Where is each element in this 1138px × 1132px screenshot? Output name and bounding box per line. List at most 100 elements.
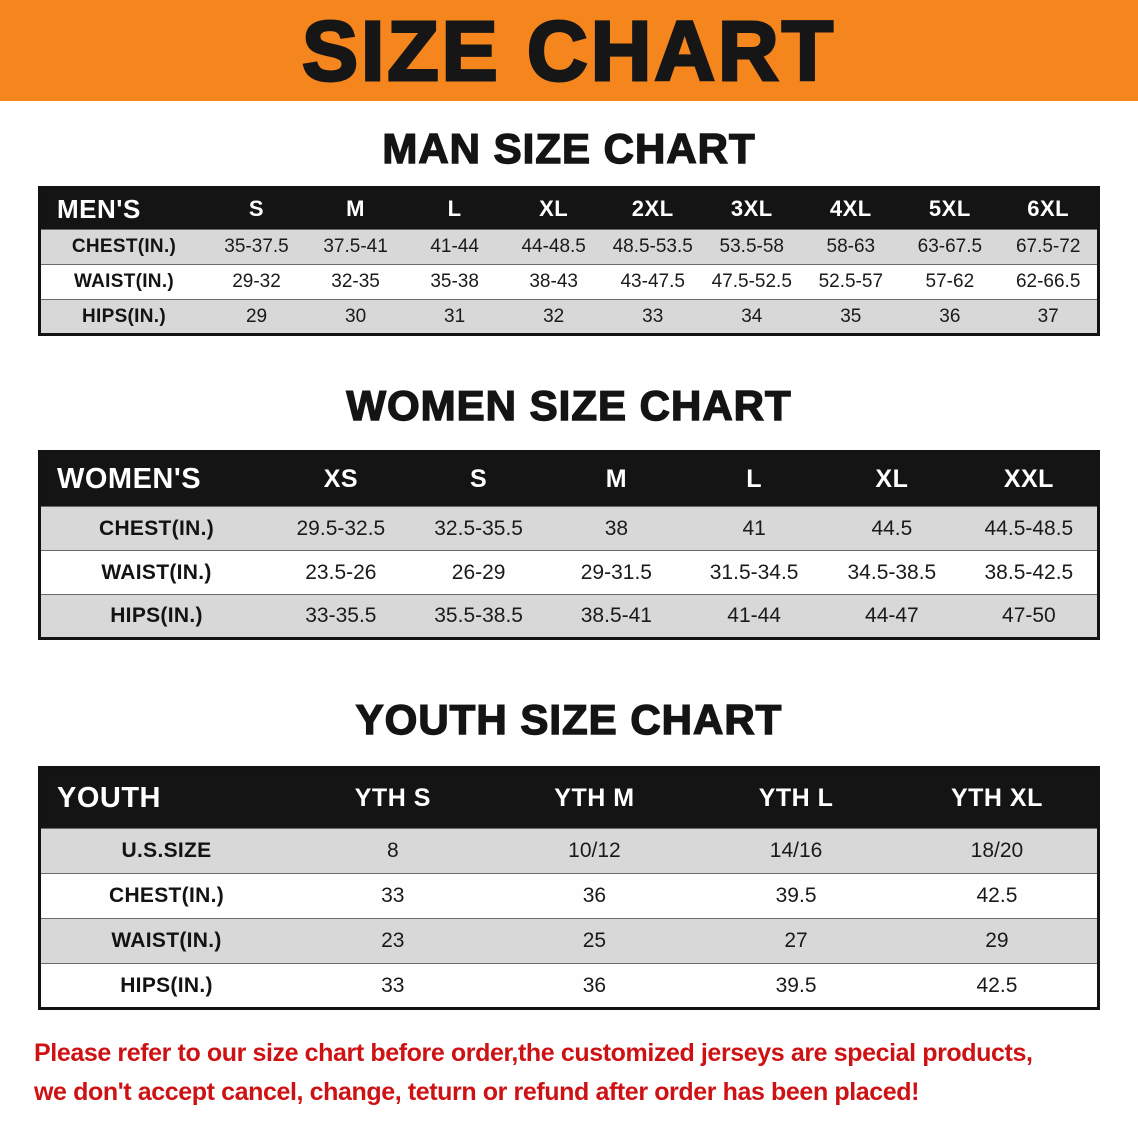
- measurement-value: 23.5-26: [305, 560, 377, 584]
- measurement-value: 33: [642, 305, 664, 327]
- youth-size-table: YOUTH YTH S YTH M YTH L YTH XL U.S.SIZE 8 10/12…: [38, 766, 1100, 1010]
- size-column-header: YTH M: [554, 784, 635, 812]
- size-column-header: L: [447, 196, 462, 221]
- table-title-cell: YOUTH: [57, 782, 161, 814]
- measurement-value: 47.5-52.5: [711, 271, 792, 292]
- section-women: WOMEN SIZE CHART WOMEN'S XS S M L XL XXL CHEST(I…: [0, 381, 1138, 640]
- measurement-value: 27: [784, 929, 808, 952]
- size-column-header: S: [248, 196, 265, 221]
- header-row: MEN'S S M L XL 2XL 3XL 4XL 5XL 6XL: [39, 187, 1099, 230]
- size-column-header: 4XL: [829, 196, 872, 221]
- measurement-value: 44-47: [865, 604, 919, 627]
- measurement-value: 47-50: [1002, 604, 1056, 627]
- measurement-value: 42.5: [976, 884, 1018, 907]
- measurement-value: 35-37.5: [224, 236, 289, 257]
- row-label: CHEST(IN.): [109, 884, 224, 907]
- measurement-value: 31: [444, 305, 466, 327]
- measurement-row: WAIST(IN.) 29-32 32-35 35-38 38-43 43-47.5 47.…: [39, 264, 1099, 300]
- measurement-value: 63-67.5: [917, 236, 983, 257]
- row-label: U.S.SIZE: [121, 839, 212, 862]
- measurement-value: 32-35: [331, 271, 380, 292]
- measurement-value: 25: [582, 929, 607, 952]
- notice-line-1: Please refer to our size chart before or…: [34, 1039, 1033, 1067]
- row-label: HIPS(IN.): [110, 604, 203, 627]
- measurement-value: 30: [345, 305, 367, 327]
- measurement-value: 34: [741, 305, 763, 327]
- size-column-header: XL: [539, 196, 569, 221]
- measurement-value: 32.5-35.5: [434, 516, 523, 540]
- size-column-header: 5XL: [928, 196, 971, 221]
- order-notice: Please refer to our size chart before or…: [0, 1034, 1138, 1112]
- measurement-row: CHEST(IN.) 33 36 39.5 42.5: [39, 873, 1099, 919]
- measurement-row: U.S.SIZE 8 10/12 14/16 18/20: [39, 828, 1099, 874]
- measurement-row: HIPS(IN.) 29 30 31 32 33 34 35 36 37: [39, 299, 1099, 335]
- measurement-value: 29-32: [232, 271, 281, 292]
- row-label: WAIST(IN.): [111, 929, 222, 952]
- size-column-header: 2XL: [631, 196, 674, 221]
- measurement-row: WAIST(IN.) 23 25 27 29: [39, 918, 1099, 964]
- measurement-value: 29-31.5: [580, 560, 652, 584]
- measurement-value: 53.5-58: [719, 236, 784, 257]
- measurement-row: WAIST(IN.) 23.5-26 26-29 29-31.5 31.5-34.5 34…: [39, 550, 1099, 595]
- size-column-header: 6XL: [1027, 196, 1070, 221]
- size-column-header: M: [346, 196, 365, 221]
- measurement-value: 52.5-57: [818, 271, 884, 292]
- measurement-value: 39.5: [775, 884, 817, 907]
- measurement-value: 38-43: [529, 271, 578, 292]
- measurement-value: 41-44: [430, 236, 479, 257]
- measurement-value: 29: [245, 305, 268, 327]
- banner: SIZE CHART: [0, 0, 1138, 101]
- measurement-value: 35.5-38.5: [434, 604, 523, 627]
- row-label: WAIST(IN.): [101, 560, 212, 584]
- header-row: YOUTH YTH S YTH M YTH L YTH XL: [39, 767, 1099, 829]
- women-section-heading: WOMEN SIZE CHART: [346, 381, 792, 429]
- size-column-header: L: [746, 465, 763, 493]
- measurement-value: 33: [381, 973, 405, 997]
- measurement-value: 41: [742, 516, 766, 540]
- size-column-header: XL: [875, 465, 909, 493]
- sections-container: MAN SIZE CHART MEN'S S M L XL 2XL 3XL 4XL 5XL 6XL C…: [0, 124, 1138, 1010]
- measurement-value: 38.5-42.5: [984, 560, 1074, 584]
- row-label: HIPS(IN.): [82, 305, 166, 327]
- measurement-value: 36: [582, 973, 607, 997]
- measurement-value: 38.5-41: [580, 604, 652, 627]
- size-column-header: YTH S: [354, 784, 431, 812]
- measurement-value: 37: [1037, 305, 1059, 327]
- measurement-value: 14/16: [769, 839, 823, 862]
- measurement-value: 62-66.5: [1015, 271, 1081, 292]
- size-column-header: XS: [323, 465, 359, 493]
- women-size-table: WOMEN'S XS S M L XL XXL CHEST(IN.) 29.5-32.5 32.5…: [38, 450, 1100, 640]
- size-column-header: XXL: [1003, 465, 1054, 493]
- measurement-value: 34.5-38.5: [847, 560, 937, 584]
- page-title: SIZE CHART: [301, 3, 836, 98]
- size-column-header: M: [605, 465, 628, 493]
- measurement-value: 29: [985, 929, 1009, 952]
- measurement-value: 35-38: [430, 271, 479, 292]
- size-column-header: S: [470, 465, 488, 493]
- measurement-value: 41-44: [727, 604, 781, 627]
- table-title-cell: WOMEN'S: [57, 463, 202, 495]
- size-column-header: YTH XL: [950, 784, 1043, 812]
- measurement-value: 10/12: [568, 839, 621, 862]
- measurement-value: 67.5-72: [1015, 236, 1081, 257]
- size-column-header: 3XL: [730, 196, 773, 221]
- row-label: CHEST(IN.): [71, 236, 177, 257]
- measurement-value: 33: [381, 884, 405, 907]
- men-size-table: MEN'S S M L XL 2XL 3XL 4XL 5XL 6XL CHEST(IN.) 35-37…: [38, 186, 1100, 336]
- measurement-value: 44-48.5: [521, 236, 586, 257]
- measurement-value: 32: [543, 305, 565, 327]
- measurement-value: 29.5-32.5: [296, 516, 386, 540]
- measurement-value: 43-47.5: [620, 271, 685, 292]
- row-label: WAIST(IN.): [73, 271, 175, 292]
- measurement-value: 36: [582, 884, 607, 907]
- measurement-value: 57-62: [925, 271, 975, 292]
- measurement-row: CHEST(IN.) 29.5-32.5 32.5-35.5 38 41 44.5 44.5…: [39, 506, 1099, 551]
- table-title-cell: MEN'S: [57, 193, 141, 224]
- notice-line-2: we don't accept cancel, change, teturn o…: [34, 1077, 920, 1106]
- measurement-value: 44.5: [871, 516, 913, 540]
- measurement-row: HIPS(IN.) 33-35.5 35.5-38.5 38.5-41 41-44 44-…: [39, 594, 1099, 639]
- section-youth: YOUTH SIZE CHART YOUTH YTH S YTH M YTH L YTH …: [0, 695, 1138, 1010]
- measurement-value: 44.5-48.5: [984, 516, 1074, 540]
